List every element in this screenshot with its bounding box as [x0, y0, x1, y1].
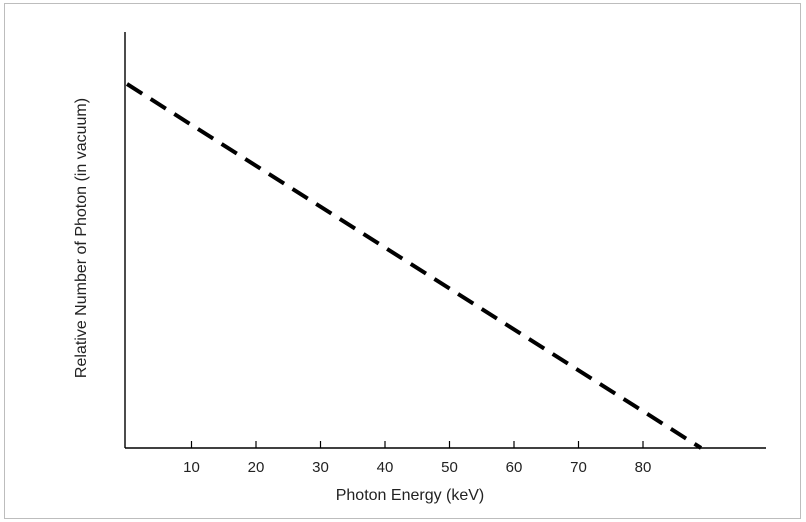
x-tick-label: 60 — [506, 459, 523, 476]
x-tick-label: 30 — [312, 459, 329, 476]
x-tick-label: 20 — [248, 459, 265, 476]
x-tick-label: 80 — [635, 459, 652, 476]
series-layer — [125, 82, 703, 450]
x-ticks: 10 20 30 40 50 60 70 80 — [183, 441, 651, 476]
x-axis-title: Photon Energy (keV) — [336, 487, 485, 504]
y-axis-title: Relative Number of Photon (in vacuum) — [73, 98, 90, 378]
x-tick-label: 70 — [570, 459, 587, 476]
x-tick-label: 50 — [441, 459, 458, 476]
series-line — [125, 82, 703, 450]
axes — [124, 32, 766, 449]
x-tick-label: 10 — [183, 459, 200, 476]
x-tick-label: 40 — [377, 459, 394, 476]
